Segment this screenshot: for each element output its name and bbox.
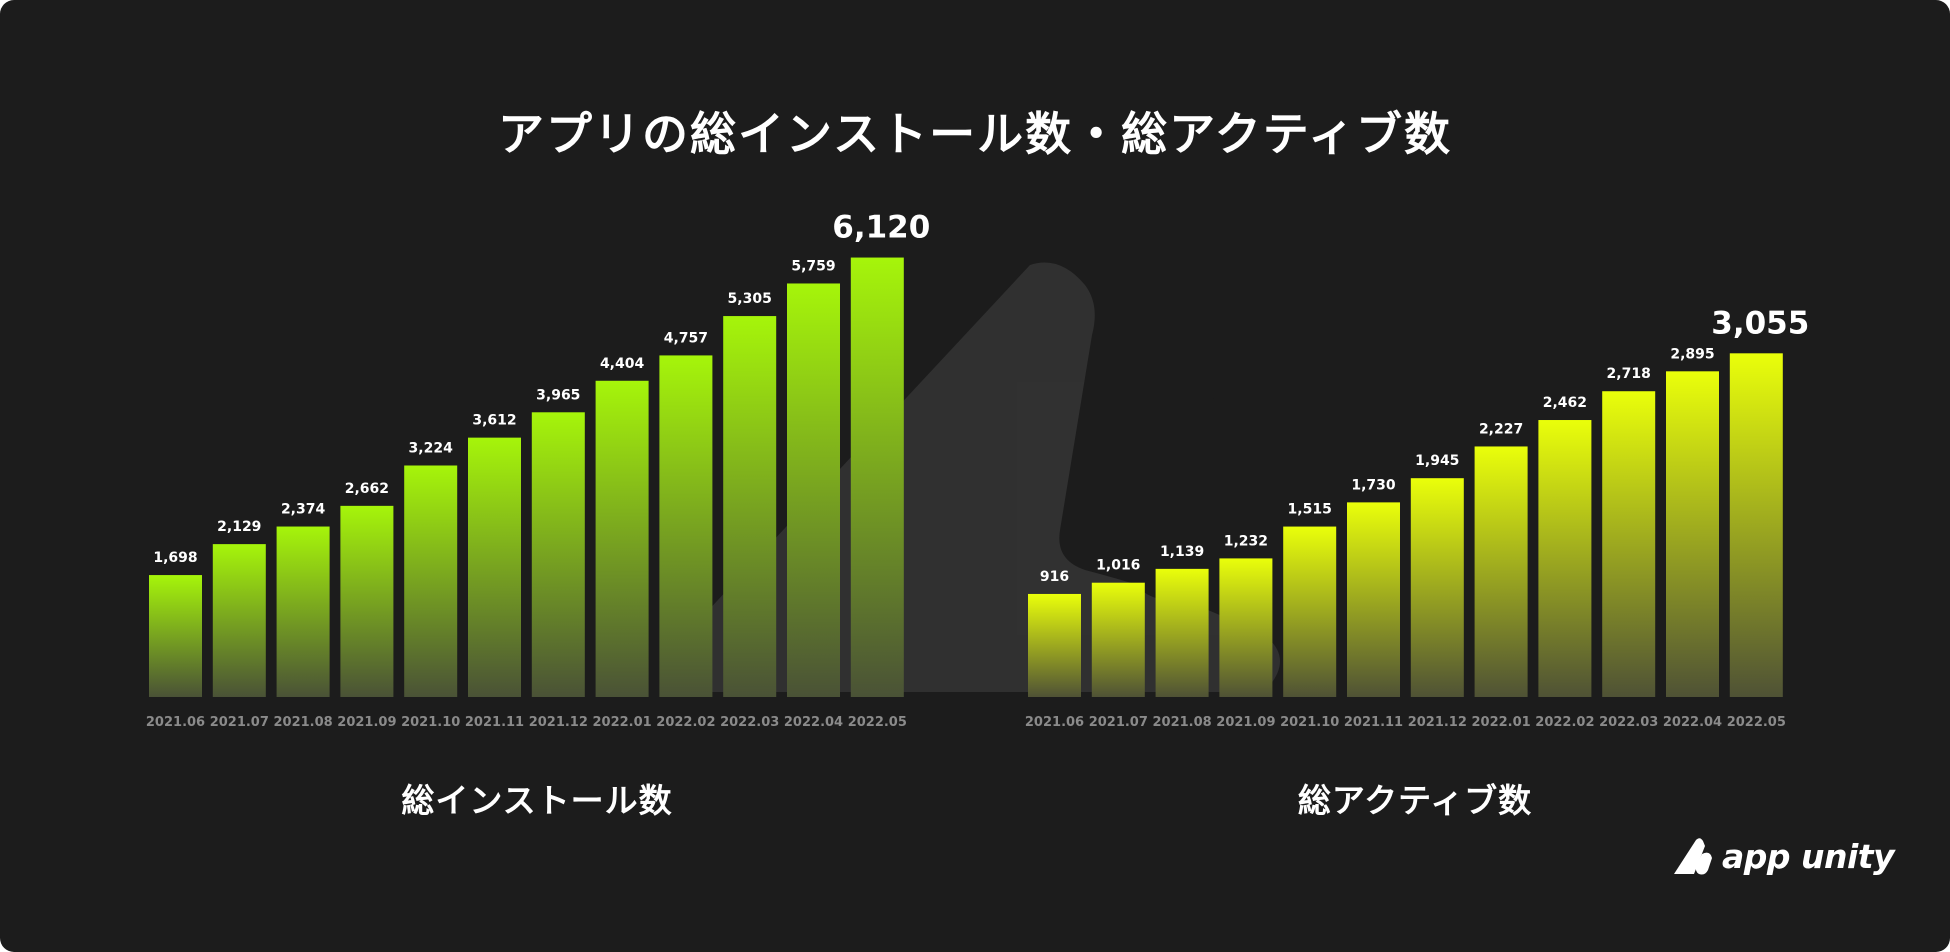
x-tick-2021.08: 2021.08 [273, 715, 332, 730]
data-label-2021.08: 1,139 [1160, 544, 1204, 560]
x-tick-2021.12: 2021.12 [529, 715, 588, 730]
data-label-2022.05: 6,120 [832, 210, 930, 246]
bar-2022.01 [595, 380, 649, 697]
page-title: アプリの総インストール数・総アクティブ数 [497, 107, 1453, 161]
x-tick-2021.06: 2021.06 [146, 715, 205, 730]
data-label-2021.11: 3,612 [472, 413, 516, 429]
bar-2021.12 [1410, 478, 1464, 697]
x-tick-2021.06: 2021.06 [1025, 715, 1084, 730]
data-label-2022.01: 4,404 [600, 356, 645, 372]
bar-2021.07 [1091, 582, 1145, 697]
x-tick-2022.04: 2022.04 [784, 715, 843, 730]
x-tick-2021.11: 2021.11 [1344, 715, 1403, 730]
x-tick-2022.01: 2022.01 [592, 715, 651, 730]
data-label-2022.02: 4,757 [664, 330, 708, 346]
bar-2021.10 [404, 465, 458, 697]
bar-2022.03 [1602, 391, 1656, 697]
bar-2022.05 [850, 257, 904, 697]
x-tick-2021.09: 2021.09 [337, 715, 396, 730]
bar-2021.09 [1219, 558, 1273, 697]
bar-2022.01 [1474, 446, 1528, 697]
x-tick-2022.02: 2022.02 [656, 715, 715, 730]
x-tick-2021.08: 2021.08 [1152, 715, 1211, 730]
bar-2022.02 [1538, 420, 1592, 697]
data-label-2021.08: 2,374 [281, 502, 326, 518]
data-label-2022.04: 2,895 [1670, 346, 1714, 362]
data-label-2021.10: 3,224 [409, 440, 454, 456]
data-label-2022.03: 5,305 [728, 291, 772, 307]
appunity-logo-icon [1674, 838, 1712, 875]
bar-2021.11 [1347, 502, 1400, 697]
bar-2022.04 [787, 283, 840, 697]
bar-2021.11 [468, 437, 521, 697]
bar-2022.05 [1729, 353, 1783, 697]
x-tick-2022.02: 2022.02 [1535, 715, 1594, 730]
chart-title-installs: 総インストール数 [401, 781, 673, 820]
brand-name: app unity [1722, 836, 1895, 876]
data-label-2021.12: 3,965 [536, 387, 580, 403]
data-label-2021.07: 2,129 [217, 519, 261, 535]
chart-title-active: 総アクティブ数 [1297, 781, 1533, 820]
data-label-2021.07: 1,016 [1096, 558, 1140, 574]
chart-total-installs: 1,698 2021.06 2,129 2021.07 2,374 2021.08 2,66… [146, 210, 930, 730]
x-tick-2022.03: 2022.03 [720, 715, 779, 730]
x-tick-2021.07: 2021.07 [1089, 715, 1148, 730]
x-tick-2021.07: 2021.07 [210, 715, 269, 730]
bar-2021.10 [1283, 526, 1337, 697]
bar-2022.03 [723, 316, 777, 697]
bar-2021.09 [340, 505, 394, 697]
bar-2021.08 [1155, 568, 1209, 697]
data-label-2021.06: 916 [1040, 569, 1069, 585]
data-label-2021.09: 2,662 [345, 481, 389, 497]
bar-2022.02 [659, 355, 713, 697]
x-tick-2022.01: 2022.01 [1471, 715, 1530, 730]
bar-2021.08 [276, 526, 330, 697]
bar-2021.07 [212, 544, 266, 697]
data-label-2021.11: 1,730 [1351, 477, 1396, 493]
x-tick-2021.11: 2021.11 [465, 715, 524, 730]
bar-2021.06 [149, 575, 202, 697]
brand-logo: app unity [1672, 836, 1895, 876]
x-tick-2021.09: 2021.09 [1216, 715, 1275, 730]
x-tick-2022.04: 2022.04 [1663, 715, 1722, 730]
x-tick-2021.10: 2021.10 [1280, 715, 1339, 730]
data-label-2022.03: 2,718 [1607, 366, 1651, 382]
chart-total-active: 916 2021.06 1,016 2021.07 1,139 2021.08 1,232 2… [1025, 305, 1809, 730]
data-label-2022.05: 3,055 [1711, 305, 1809, 341]
x-tick-2022.03: 2022.03 [1599, 715, 1658, 730]
data-label-2022.04: 5,759 [791, 258, 835, 274]
data-label-2021.09: 1,232 [1224, 533, 1268, 549]
bar-2021.06 [1028, 593, 1081, 697]
data-label-2022.01: 2,227 [1479, 421, 1523, 437]
data-label-2021.10: 1,515 [1288, 502, 1332, 518]
x-tick-2022.05: 2022.05 [1727, 715, 1786, 730]
data-label-2022.02: 2,462 [1543, 395, 1587, 411]
bar-2022.04 [1666, 371, 1719, 697]
x-tick-2022.05: 2022.05 [848, 715, 907, 730]
x-tick-2021.10: 2021.10 [401, 715, 460, 730]
data-label-2021.06: 1,698 [153, 550, 197, 566]
data-label-2021.12: 1,945 [1415, 453, 1459, 469]
bar-2021.12 [531, 412, 585, 697]
x-tick-2021.12: 2021.12 [1408, 715, 1467, 730]
